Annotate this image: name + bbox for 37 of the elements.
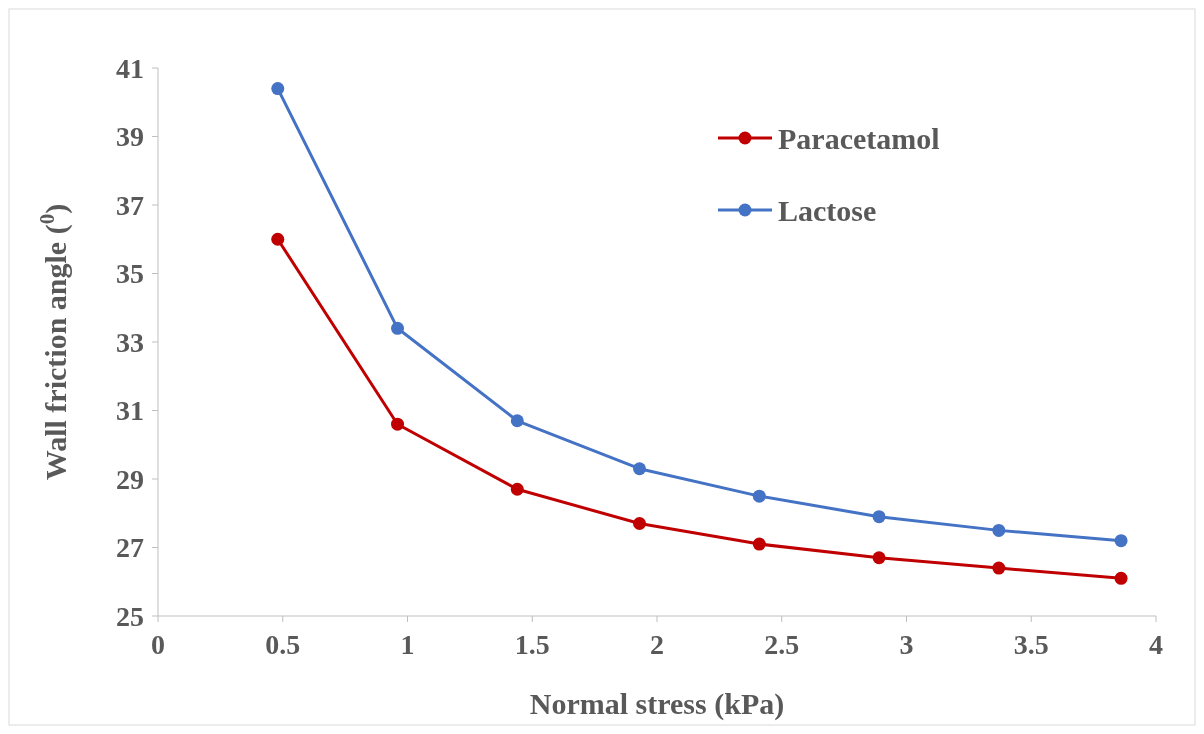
x-tick-label: 1.5 [514,629,550,660]
y-tick-label: 25 [116,600,144,632]
point [633,517,647,531]
point [1114,571,1128,585]
point [271,82,285,96]
y-tick-label: 29 [116,463,144,495]
x-tick-label: 0.5 [265,629,301,660]
point [633,462,647,476]
y-tick-label: 39 [116,121,144,153]
point [391,417,405,431]
point [510,482,524,496]
point [992,523,1006,537]
y-tick-label: 33 [116,326,144,358]
point [872,551,886,565]
y-tick-label: 37 [116,189,144,221]
y-tick-label: 41 [116,52,144,84]
x-tick-label: 3 [899,629,914,660]
legend-label: Lactose [778,193,877,227]
y-tick-label: 27 [116,532,144,564]
point [992,561,1006,575]
x-tick-label: 3.5 [1013,629,1049,660]
y-tick-label: 31 [116,395,144,427]
x-axis-title: Normal stress (kPa) [529,687,785,721]
point [752,489,766,503]
point [872,510,886,524]
point [271,232,285,246]
x-tick-label: 1 [400,629,415,660]
x-tick-label: 4 [1149,629,1163,660]
x-tick-label: 2 [650,629,664,660]
y-tick-label: 35 [116,258,144,290]
x-tick-label: 0 [151,629,165,660]
point [1114,534,1128,548]
x-tick-label: 2.5 [764,629,800,660]
legend-label: Paracetamol [778,121,940,155]
point [510,414,524,428]
point [752,537,766,551]
point [391,321,405,335]
